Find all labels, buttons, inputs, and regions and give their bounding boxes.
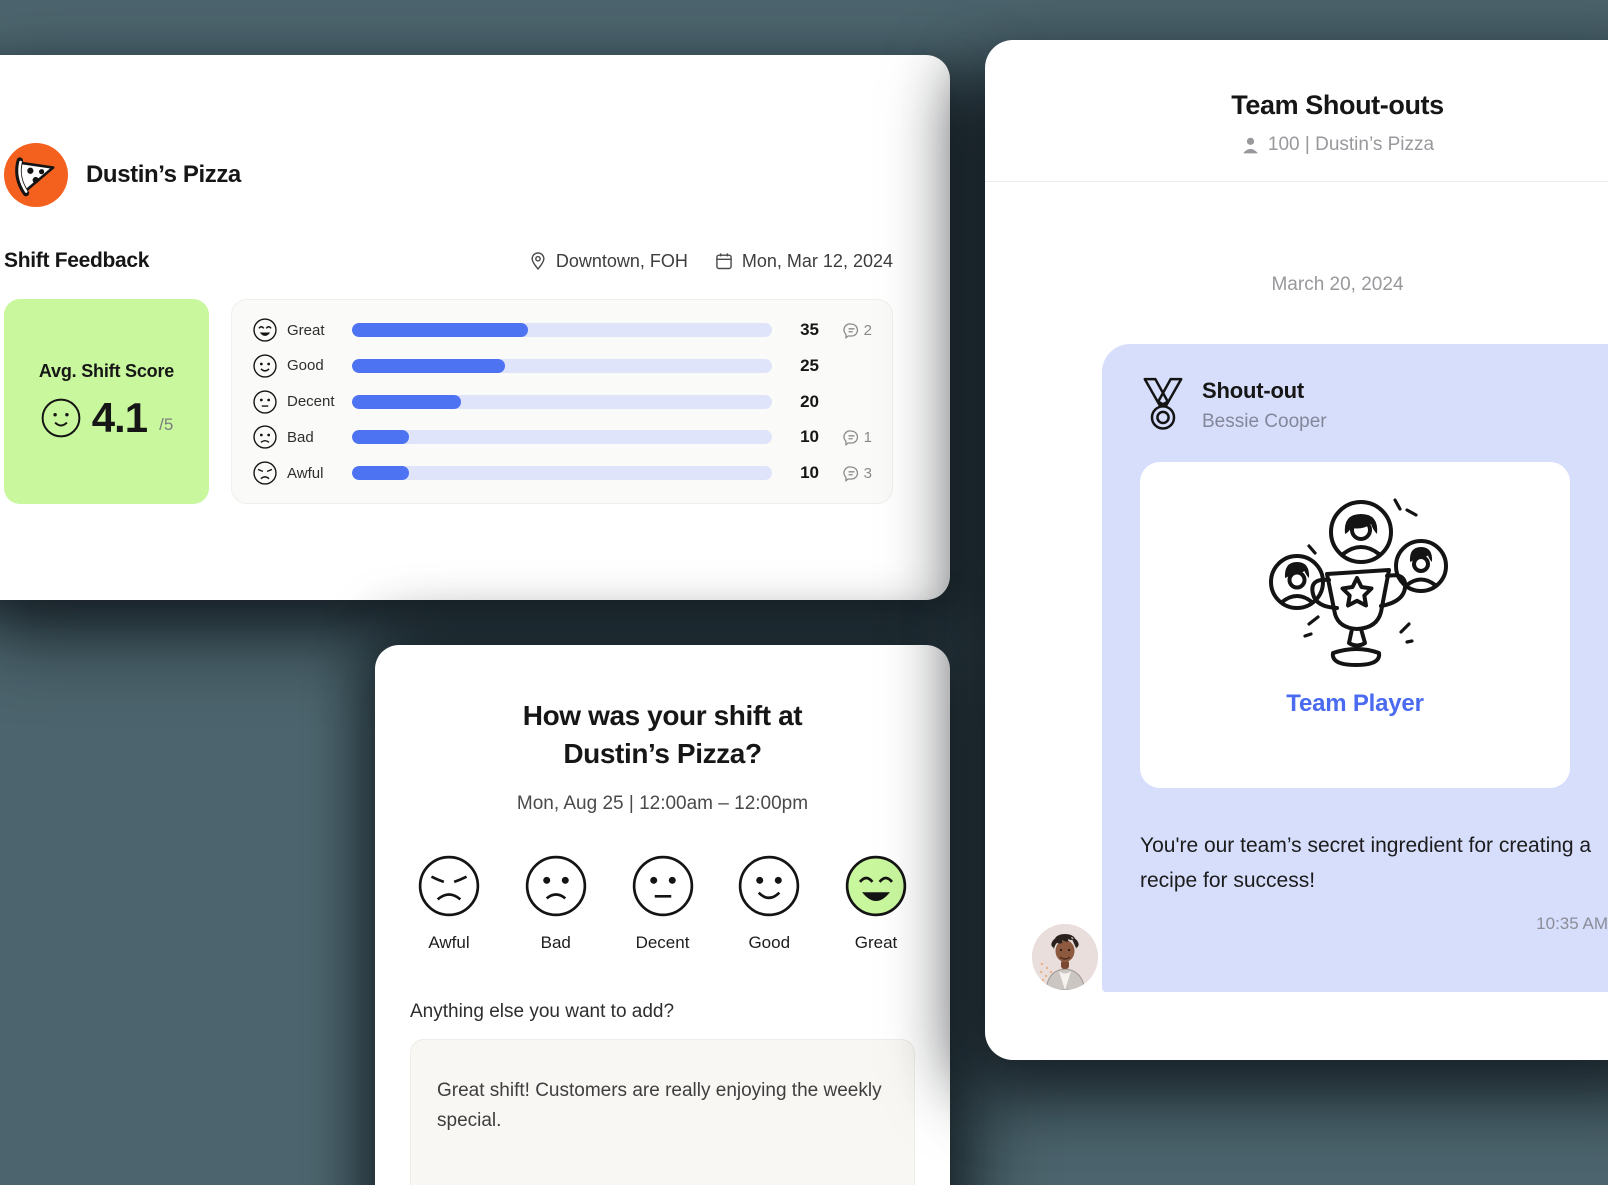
survey-title: How was your shift at Dustin’s Pizza? — [522, 700, 803, 769]
team-player-trophy-illustration — [1269, 498, 1448, 667]
shoutout-card-title: Shout-out — [1202, 378, 1305, 403]
row-value: 10 — [800, 427, 819, 447]
row-label: Decent — [287, 393, 335, 410]
avg-shift-score-box: Avg. Shift Score 4.1 /5 — [4, 299, 209, 504]
comment-bubble-icon — [843, 429, 860, 446]
comments-count: 1 — [863, 428, 872, 446]
team-shoutouts-panel: Team Shout-outs 100 | Dustin’s Pizza Mar… — [985, 40, 1608, 1060]
avg-score-label: Avg. Shift Score — [38, 361, 175, 381]
rating-option-decent[interactable]: Decent — [630, 853, 696, 953]
row-label: Bad — [287, 428, 314, 446]
award-name: Team Player — [1286, 690, 1424, 717]
row-label: Awful — [287, 464, 324, 482]
comments-count: 3 — [863, 464, 872, 482]
rating-label: Bad — [540, 933, 571, 952]
rating-label: Awful — [428, 933, 470, 952]
bad-face-icon — [252, 424, 278, 450]
bar-fill — [352, 323, 529, 337]
shift-survey-card: How was your shift at Dustin’s Pizza? Mo… — [375, 645, 950, 1185]
panel-title: Team Shout-outs — [1231, 90, 1444, 120]
bar-track — [352, 430, 772, 445]
comments-count: 2 — [863, 321, 872, 339]
brand-row: Dustin’s Pizza — [4, 143, 893, 207]
team-meta: 100 | Dustin’s Pizza — [985, 134, 1608, 156]
row-label: Great — [287, 321, 325, 339]
rating-options: Awful Bad Decent — [410, 853, 915, 953]
chart-row-decent: Decent 20 — [252, 389, 872, 415]
comments-badge[interactable]: 2 — [828, 322, 872, 339]
shoutout-message-bubble: Shout-out Bessie Cooper — [1102, 344, 1608, 992]
shoutout-date: March 20, 2024 — [1271, 274, 1404, 295]
date-text: Mon, Mar 12, 2024 — [741, 250, 893, 271]
rating-option-bad[interactable]: Bad — [523, 853, 589, 953]
location-text: Downtown, FOH — [555, 250, 688, 271]
bar-fill — [352, 430, 409, 445]
bar-track — [352, 323, 772, 337]
sender-avatar — [1032, 924, 1098, 990]
person-icon — [1241, 136, 1260, 155]
date-chip: Mon, Mar 12, 2024 — [714, 251, 893, 272]
location-pin-icon — [528, 251, 548, 271]
location-chip: Downtown, FOH — [528, 251, 688, 272]
avg-score-value: 4.1 — [91, 394, 148, 441]
shift-feedback-card: Dustin’s Pizza Shift Feedback Downtown, … — [0, 55, 950, 600]
row-value: 20 — [800, 391, 819, 411]
smiley-face-icon — [40, 397, 82, 439]
row-value: 35 — [800, 320, 819, 339]
medal-icon — [1140, 376, 1186, 434]
row-label: Good — [287, 357, 324, 375]
bar-fill — [352, 358, 506, 373]
bar-fill — [352, 394, 462, 409]
chart-row-awful: Awful 10 3 — [252, 460, 872, 486]
comment-bubble-icon — [843, 322, 860, 339]
good-face-icon — [252, 353, 278, 379]
rating-label: Good — [748, 933, 791, 952]
bar-fill — [352, 466, 409, 480]
comments-badge[interactable]: 3 — [828, 465, 872, 482]
pizza-logo-icon — [4, 143, 68, 207]
rating-option-good[interactable]: Good — [736, 853, 802, 953]
bar-track — [352, 466, 772, 480]
chart-row-great: Great 35 2 — [252, 317, 872, 343]
comment-question-label: Anything else you want to add? — [410, 1001, 675, 1022]
calendar-icon — [714, 251, 734, 271]
shoutout-message-text: You're our team’s secret ingredient for … — [1140, 834, 1592, 892]
brand-name: Dustin’s Pizza — [86, 161, 241, 188]
comments-badge[interactable]: 1 — [828, 429, 872, 446]
team-meta-text: 100 | Dustin’s Pizza — [1267, 134, 1435, 155]
avatar-portrait-illustration — [1032, 924, 1098, 990]
chart-row-good: Good 25 — [252, 353, 872, 379]
great-face-icon — [252, 317, 278, 343]
feedback-bar-chart: Great 35 2 — [231, 299, 893, 504]
row-value: 10 — [800, 463, 819, 482]
message-timestamp: 10:35 AM — [1536, 914, 1608, 933]
shift-comment-input[interactable]: Great shift! Customers are really enjoyi… — [410, 1039, 915, 1185]
survey-shift-datetime: Mon, Aug 25 | 12:00am – 12:00pm — [516, 793, 809, 814]
bar-track — [352, 394, 772, 409]
comment-bubble-icon — [843, 465, 860, 482]
award-card: Team Player — [1140, 462, 1570, 788]
rating-label: Great — [854, 933, 898, 952]
rating-label: Decent — [635, 933, 690, 952]
header-divider — [985, 181, 1608, 182]
chart-row-bad: Bad 10 1 — [252, 424, 872, 450]
avg-score-denominator: /5 — [159, 415, 174, 434]
shoutout-recipient: Bessie Cooper — [1202, 411, 1327, 432]
rating-option-awful[interactable]: Awful — [416, 853, 482, 953]
row-value: 25 — [800, 355, 819, 375]
bar-track — [352, 358, 772, 373]
page-title: Shift Feedback — [4, 249, 150, 272]
rating-option-great-selected[interactable]: Great — [843, 853, 909, 953]
awful-face-icon — [252, 460, 278, 486]
decent-face-icon — [252, 389, 278, 415]
